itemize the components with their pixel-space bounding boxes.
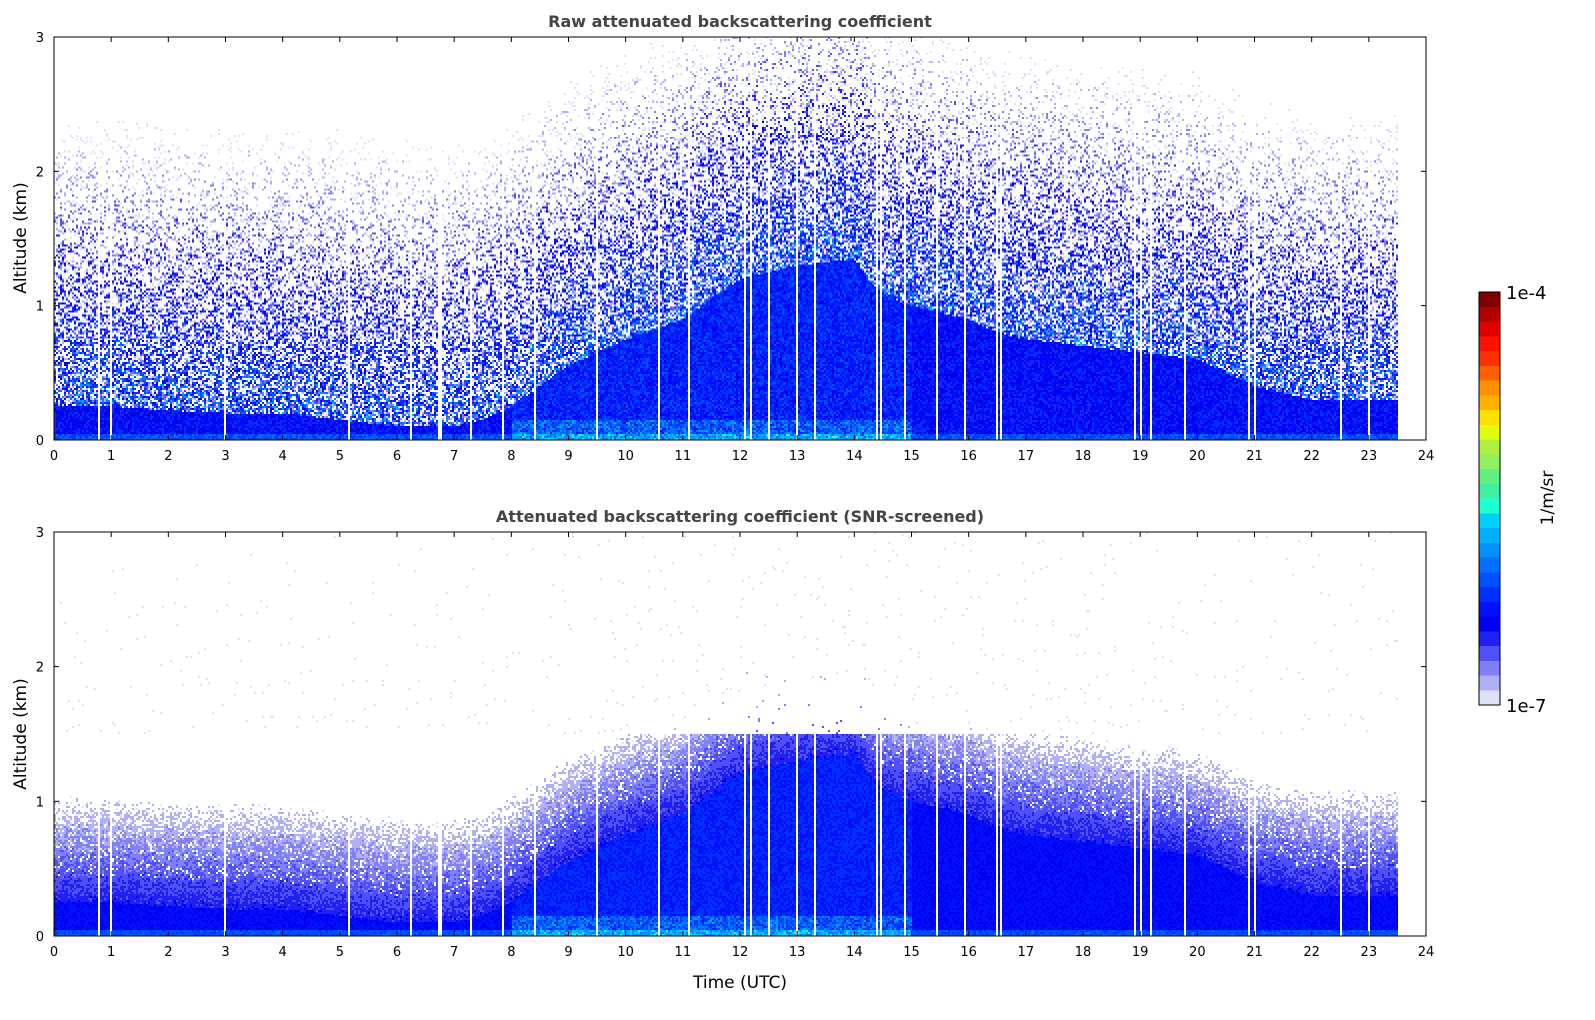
x-tick-label: 15 xyxy=(903,449,920,464)
x-tick-label: 2 xyxy=(164,449,172,464)
x-tick-label: 2 xyxy=(164,945,172,960)
x-tick-label: 7 xyxy=(450,945,458,960)
colorbar-unit-label: 1/m/sr xyxy=(1538,471,1558,526)
x-tick-label: 5 xyxy=(336,945,344,960)
x-tick-label: 14 xyxy=(846,945,863,960)
x-tick-label: 8 xyxy=(507,945,515,960)
x-tick-label: 19 xyxy=(1132,449,1149,464)
y-tick-label: 0 xyxy=(36,434,44,449)
colorbar-max-label: 1e-4 xyxy=(1506,283,1546,304)
x-tick-label: 5 xyxy=(336,449,344,464)
x-tick-label: 8 xyxy=(507,449,515,464)
x-tick-label: 6 xyxy=(393,449,401,464)
heatmap-snr-screened xyxy=(54,532,1426,936)
x-tick-label: 22 xyxy=(1303,449,1320,464)
y-tick-label: 1 xyxy=(36,795,44,810)
x-tick-label: 4 xyxy=(279,945,287,960)
y-axis-label-screened: Altitude (km) xyxy=(11,678,31,790)
x-tick-label: 4 xyxy=(279,449,287,464)
colorbar-min-label: 1e-7 xyxy=(1506,696,1546,717)
x-tick-label: 0 xyxy=(50,945,58,960)
x-tick-label: 9 xyxy=(564,449,572,464)
x-tick-label: 1 xyxy=(107,945,115,960)
y-tick-label: 1 xyxy=(36,300,44,315)
x-tick-label: 3 xyxy=(221,449,229,464)
plot-frame xyxy=(53,36,1427,441)
x-tick-label: 13 xyxy=(789,945,806,960)
x-tick-label: 16 xyxy=(960,945,977,960)
x-tick-label: 24 xyxy=(1418,945,1435,960)
colorbar-frame xyxy=(1478,291,1501,706)
x-tick-label: 12 xyxy=(732,945,749,960)
y-tick-label: 2 xyxy=(36,661,44,676)
x-tick-label: 18 xyxy=(1075,449,1092,464)
x-tick-label: 1 xyxy=(107,449,115,464)
x-tick-label: 13 xyxy=(789,449,806,464)
x-tick-label: 21 xyxy=(1246,945,1263,960)
y-tick-label: 3 xyxy=(36,31,44,46)
x-tick-label: 10 xyxy=(617,945,634,960)
x-tick-label: 12 xyxy=(732,449,749,464)
x-tick-label: 23 xyxy=(1361,945,1378,960)
x-tick-label: 11 xyxy=(675,945,692,960)
x-tick-label: 20 xyxy=(1189,945,1206,960)
y-tick-label: 2 xyxy=(36,165,44,180)
x-tick-label: 20 xyxy=(1189,449,1206,464)
x-tick-label: 19 xyxy=(1132,945,1149,960)
x-tick-label: 7 xyxy=(450,449,458,464)
heatmap-raw xyxy=(54,37,1426,440)
chart-title-raw: Raw attenuated backscattering coefficien… xyxy=(548,12,932,31)
chart-title-screened: Attenuated backscattering coefficient (S… xyxy=(496,507,984,526)
x-tick-label: 10 xyxy=(617,449,634,464)
x-tick-label: 22 xyxy=(1303,945,1320,960)
x-tick-label: 3 xyxy=(221,945,229,960)
y-axis-label-raw: Altitude (km) xyxy=(11,182,31,294)
x-axis-label: Time (UTC) xyxy=(692,973,787,993)
x-tick-label: 17 xyxy=(1018,449,1035,464)
x-tick-label: 24 xyxy=(1418,449,1435,464)
x-tick-label: 23 xyxy=(1361,449,1378,464)
plot-frame xyxy=(53,531,1427,937)
x-tick-label: 11 xyxy=(675,449,692,464)
x-tick-label: 17 xyxy=(1018,945,1035,960)
x-tick-label: 14 xyxy=(846,449,863,464)
y-tick-label: 0 xyxy=(36,930,44,945)
x-tick-label: 9 xyxy=(564,945,572,960)
x-tick-label: 15 xyxy=(903,945,920,960)
x-tick-label: 0 xyxy=(50,449,58,464)
x-tick-label: 16 xyxy=(960,449,977,464)
y-tick-label: 3 xyxy=(36,526,44,541)
x-tick-label: 21 xyxy=(1246,449,1263,464)
x-tick-label: 6 xyxy=(393,945,401,960)
colorbar xyxy=(1479,292,1500,705)
x-tick-label: 18 xyxy=(1075,945,1092,960)
